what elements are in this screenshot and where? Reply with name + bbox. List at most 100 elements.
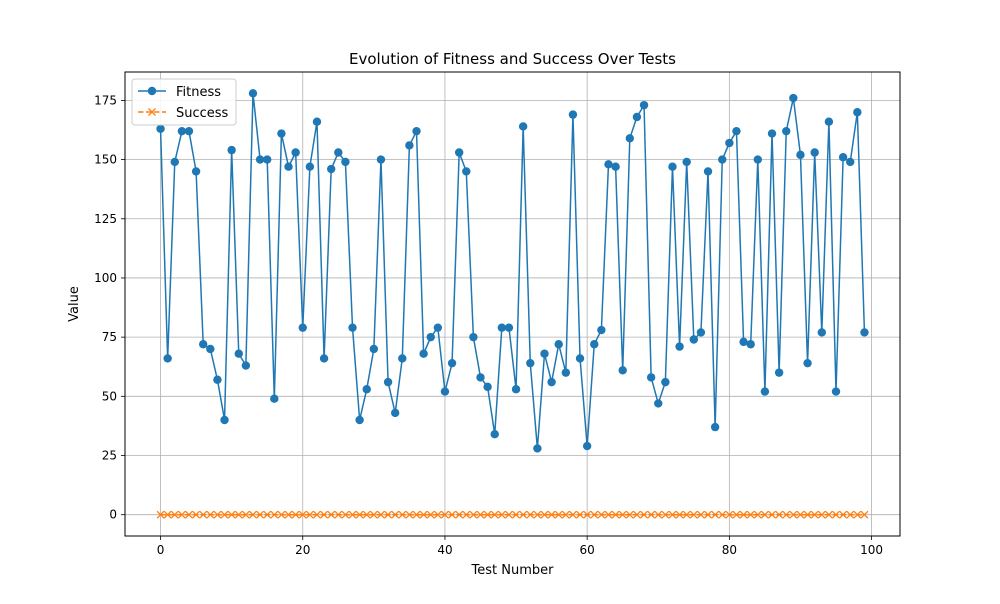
data-point <box>277 510 286 519</box>
data-point <box>248 89 258 98</box>
data-point <box>611 162 620 171</box>
x-tick-label: 80 <box>722 543 737 557</box>
data-point <box>156 124 165 134</box>
series-fitness <box>156 89 869 453</box>
data-point <box>490 430 499 439</box>
data-point <box>590 340 599 349</box>
legend: Fitness Success <box>131 78 237 126</box>
data-point <box>654 399 663 408</box>
data-point <box>376 155 386 164</box>
data-point <box>369 510 378 519</box>
data-point <box>618 510 627 519</box>
data-point <box>519 510 528 519</box>
data-point <box>284 162 293 171</box>
data-point <box>832 510 840 519</box>
data-point <box>199 510 208 519</box>
data-point <box>504 510 513 519</box>
data-point <box>647 510 656 519</box>
data-point <box>547 377 556 387</box>
data-point <box>611 510 620 519</box>
data-point <box>853 108 862 117</box>
data-point <box>419 510 428 519</box>
data-point <box>234 510 243 519</box>
data-point <box>718 155 727 164</box>
x-tick-label: 60 <box>580 543 595 557</box>
data-point <box>518 122 528 131</box>
data-point <box>704 510 712 519</box>
data-point <box>839 510 848 519</box>
data-point <box>711 510 720 519</box>
data-point <box>362 385 371 394</box>
data-point <box>177 510 186 519</box>
x-tick-label: 100 <box>860 543 883 557</box>
data-point <box>192 510 201 519</box>
data-point <box>398 510 407 519</box>
data-point <box>348 323 357 332</box>
data-point <box>369 344 379 354</box>
data-point <box>547 510 556 519</box>
data-point <box>227 145 236 155</box>
data-point <box>220 415 229 425</box>
data-point <box>313 510 321 519</box>
data-point <box>362 510 371 519</box>
legend-label: Fitness <box>176 85 221 100</box>
data-point <box>249 510 257 519</box>
data-point <box>583 510 592 519</box>
data-point <box>391 510 400 519</box>
y-tick-label: 25 <box>102 449 117 463</box>
data-point <box>241 510 250 519</box>
y-axis-label: Value <box>67 286 82 322</box>
data-point <box>753 155 762 164</box>
data-point <box>554 340 563 349</box>
data-point <box>689 510 698 519</box>
data-point <box>277 129 286 138</box>
data-point <box>796 150 805 160</box>
data-point <box>241 361 251 370</box>
data-point <box>433 323 443 332</box>
data-point <box>774 368 784 377</box>
data-point <box>234 349 243 358</box>
data-point <box>533 510 542 519</box>
data-point <box>291 510 300 519</box>
data-point <box>398 354 407 363</box>
data-point <box>511 385 521 394</box>
data-point <box>540 510 549 519</box>
data-point <box>454 148 464 157</box>
data-point <box>789 510 798 519</box>
data-point <box>291 148 300 157</box>
data-point <box>654 510 663 519</box>
data-point <box>568 510 577 519</box>
data-point <box>504 323 514 332</box>
data-point <box>796 510 805 519</box>
data-point <box>263 510 272 519</box>
data-point <box>462 510 471 519</box>
data-point <box>220 510 229 519</box>
y-tick-label: 75 <box>102 330 117 344</box>
y-tick-label: 0 <box>109 508 117 522</box>
data-point <box>497 510 506 519</box>
ticks: 0 20 40 60 80 100 0 25 50 75 100 125 150 175 <box>94 93 883 557</box>
data-point <box>490 510 499 519</box>
data-point <box>497 323 507 332</box>
data-point <box>163 354 172 363</box>
data-point <box>696 328 706 337</box>
data-point <box>817 328 826 337</box>
data-point <box>526 358 535 368</box>
data-point <box>533 444 542 453</box>
data-point <box>455 510 464 519</box>
data-point <box>640 510 648 519</box>
data-point <box>540 349 549 358</box>
data-point <box>668 510 677 519</box>
data-point <box>412 126 421 136</box>
data-point <box>824 117 834 126</box>
data-point <box>604 160 613 169</box>
data-point <box>185 510 193 519</box>
data-point <box>831 387 841 396</box>
y-tick-label: 125 <box>94 212 117 226</box>
data-point <box>824 510 833 519</box>
data-point <box>732 126 741 136</box>
data-point <box>206 510 215 519</box>
data-point <box>199 340 208 349</box>
data-point <box>846 157 855 167</box>
data-point <box>732 510 741 519</box>
